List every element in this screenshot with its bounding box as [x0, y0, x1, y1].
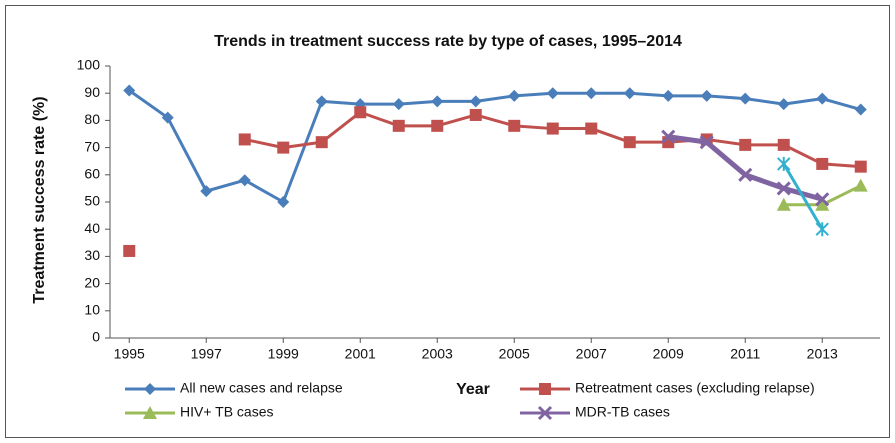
series-line — [782, 163, 824, 230]
data-point — [816, 157, 829, 170]
data-point — [776, 181, 791, 196]
data-point — [431, 119, 444, 132]
legend-label: All new cases and relapse — [180, 380, 343, 396]
legend-label: MDR-TB cases — [575, 404, 670, 420]
data-point — [392, 119, 405, 132]
data-point — [315, 136, 328, 149]
data-point — [277, 196, 290, 208]
data-point — [662, 89, 675, 102]
data-point — [238, 133, 251, 146]
x-tick-label: 2007 — [576, 346, 607, 362]
data-point — [776, 197, 791, 211]
data-point — [623, 136, 636, 149]
y-axis-label: Treatment success rate (%) — [31, 96, 48, 303]
data-point — [585, 87, 598, 100]
data-point — [123, 84, 136, 97]
data-point — [854, 103, 867, 116]
y-tick-label: 50 — [84, 193, 100, 209]
data-point — [853, 178, 868, 192]
data-point — [431, 95, 444, 108]
legend-marker — [537, 405, 553, 421]
y-tick-label: 40 — [84, 220, 100, 236]
chart-title: Trends in treatment success rate by type… — [214, 33, 682, 50]
y-tick-label: 60 — [84, 166, 100, 182]
x-tick-label: 2003 — [422, 346, 453, 362]
y-tick-label: 10 — [84, 302, 100, 318]
legend-marker — [144, 383, 156, 395]
data-point — [854, 160, 867, 173]
data-point — [392, 98, 405, 111]
data-point — [623, 87, 636, 100]
data-point — [546, 87, 559, 100]
data-point — [777, 98, 790, 111]
data-point — [700, 89, 713, 102]
data-point — [739, 92, 752, 105]
data-point — [546, 122, 559, 135]
data-point — [161, 111, 174, 124]
x-tick-label: 2005 — [499, 346, 530, 362]
series-line — [128, 89, 862, 204]
x-tick-label: 2009 — [653, 346, 684, 362]
data-point — [315, 95, 328, 108]
data-point — [738, 167, 753, 182]
y-tick-label: 20 — [84, 274, 100, 290]
data-point — [469, 108, 482, 121]
y-tick-label: 90 — [84, 84, 100, 100]
x-tick-label: 2013 — [807, 346, 838, 362]
data-point — [739, 138, 752, 151]
legend-marker — [143, 406, 157, 419]
data-point — [815, 197, 830, 211]
legend-label: HIV+ TB cases — [180, 404, 274, 420]
x-tick-label: 1997 — [191, 346, 222, 362]
data-point — [699, 135, 714, 150]
x-tick-label: 2011 — [730, 346, 760, 362]
y-tick-label: 0 — [92, 329, 100, 345]
data-point — [585, 122, 598, 135]
x-axis-label: Year — [456, 381, 490, 398]
x-tick-label: 1999 — [268, 346, 299, 362]
y-tick-label: 80 — [84, 111, 100, 127]
data-point — [200, 185, 213, 198]
data-point — [354, 106, 367, 119]
legend-marker — [539, 383, 551, 395]
data-point — [238, 174, 251, 187]
data-point — [816, 92, 829, 105]
data-point — [777, 138, 790, 151]
y-tick-label: 30 — [84, 247, 100, 263]
y-tick-label: 100 — [77, 57, 101, 73]
data-point — [469, 95, 482, 108]
data-point — [815, 192, 830, 207]
data-point — [277, 141, 290, 154]
x-tick-label: 1995 — [114, 346, 145, 362]
legend-label: Retreatment cases (excluding relapse) — [575, 380, 815, 396]
data-point — [815, 222, 829, 237]
data-point — [508, 119, 521, 132]
y-tick-label: 70 — [84, 138, 100, 154]
data-point — [661, 129, 676, 144]
data-point — [777, 156, 791, 171]
chart-frame — [5, 5, 890, 438]
data-point — [508, 89, 521, 102]
data-point — [123, 244, 136, 257]
x-tick-label: 2001 — [345, 346, 376, 362]
